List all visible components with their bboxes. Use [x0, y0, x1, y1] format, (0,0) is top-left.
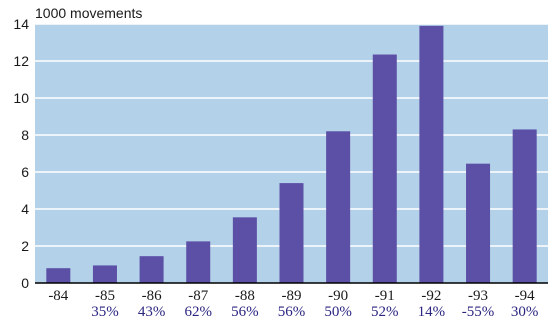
- y-tick-label: 4: [21, 201, 29, 217]
- bar: [326, 131, 351, 283]
- y-tick-label: 0: [21, 275, 29, 291]
- bar: [512, 129, 537, 283]
- y-tick-label: 10: [13, 90, 29, 106]
- change-label: 43%: [138, 304, 166, 320]
- change-label: 14%: [418, 304, 446, 320]
- y-tick-label: 2: [21, 238, 29, 254]
- y-tick-label: 6: [21, 164, 29, 180]
- y-axis-ticks: 0 2 4 6 8 10 12 14: [13, 16, 29, 291]
- bar: [92, 265, 117, 283]
- change-label: 35%: [91, 304, 119, 320]
- change-label: 62%: [184, 304, 212, 320]
- x-tick-label: -91: [375, 288, 395, 304]
- bar: [232, 217, 257, 283]
- bar: [419, 25, 444, 283]
- x-tick-label: -87: [188, 288, 208, 304]
- change-label: -55%: [462, 304, 495, 320]
- y-tick-label: 8: [21, 127, 29, 143]
- bars: [46, 25, 537, 284]
- y-unit-label: 1000 movements: [35, 5, 142, 21]
- x-tick-label: -94: [515, 288, 535, 304]
- change-label: 56%: [231, 304, 259, 320]
- bar: [139, 256, 164, 283]
- y-tick-label: 14: [13, 16, 29, 32]
- x-tick-label: -86: [142, 288, 162, 304]
- change-label: 30%: [511, 304, 539, 320]
- change-label: 50%: [324, 304, 352, 320]
- change-label: 56%: [278, 304, 306, 320]
- bar: [46, 268, 71, 283]
- x-tick-label: -84: [48, 288, 68, 304]
- bar: [372, 54, 397, 284]
- x-tick-label: -89: [282, 288, 302, 304]
- change-label: 52%: [371, 304, 399, 320]
- x-tick-label: -85: [95, 288, 115, 304]
- x-tick-label: -92: [421, 288, 441, 304]
- bar: [186, 241, 211, 283]
- x-axis-ticks: -84 -85 -86 -87 -88 -89 -90 -91 -92 -93 -94: [48, 288, 535, 304]
- y-tick-label: 12: [13, 53, 29, 69]
- bar: [466, 163, 491, 283]
- bar: [279, 183, 304, 283]
- x-tick-label: -90: [328, 288, 348, 304]
- x-tick-label: -93: [468, 288, 488, 304]
- change-labels: 35% 43% 62% 56% 56% 50% 52% 14% -55% 30%: [91, 304, 538, 320]
- x-tick-label: -88: [235, 288, 255, 304]
